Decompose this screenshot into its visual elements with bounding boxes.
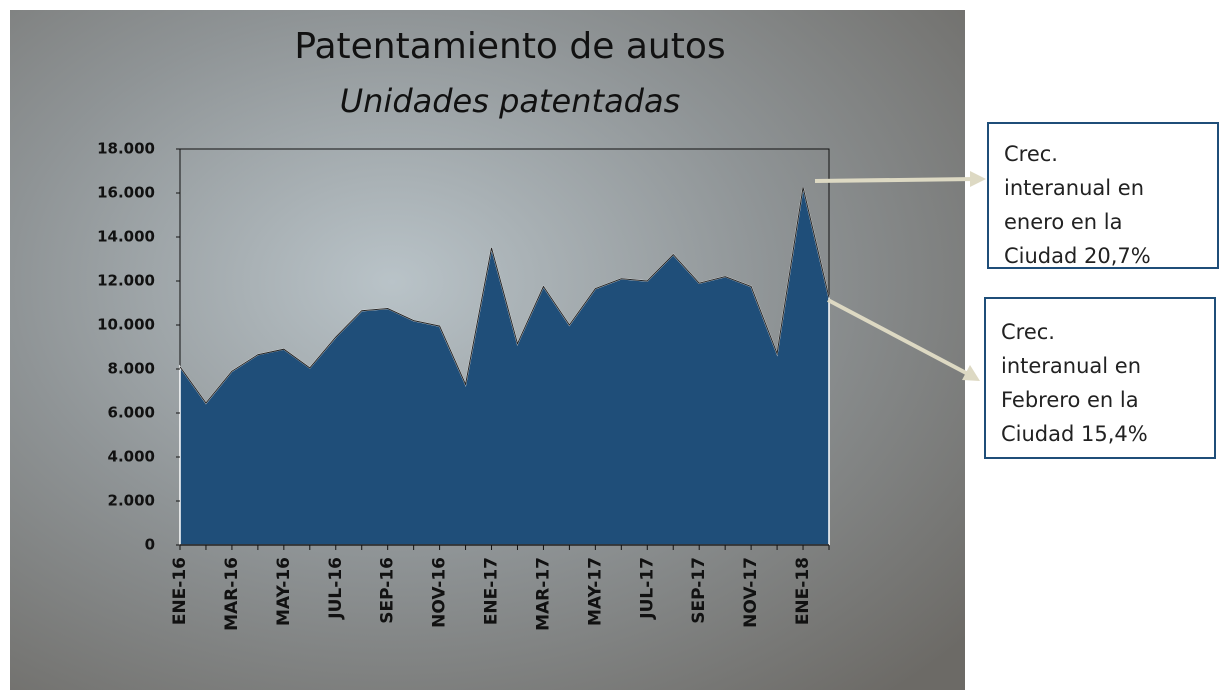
x-tick-label: JUL-16 [326,557,346,620]
x-tick-label: MAR-17 [533,557,553,631]
arrow-head [962,365,980,381]
x-tick-label: JUL-17 [637,557,657,620]
annotation-text: Ciudad 20,7% [1004,244,1151,268]
annotation-text: Crec. [1004,142,1058,166]
y-tick-label: 6.000 [108,404,155,422]
x-tick-label: ENE-18 [793,557,813,625]
arrow [827,298,969,376]
annotation-text: Febrero en la [1001,388,1139,412]
annotation-text: Ciudad 15,4% [1001,422,1148,446]
x-tick-label: NOV-17 [741,557,761,628]
callout-box [984,297,1216,459]
annotation-text: enero en la [1004,210,1122,234]
chart-subtitle: Unidades patentadas [340,82,681,120]
y-tick-label: 10.000 [97,316,155,334]
x-tick-label: SEP-17 [689,557,709,624]
y-tick-label: 18.000 [97,140,155,158]
plot-area: 0 2.000 4.000 6.000 8.000 10.000 12.000 14.000 1… [97,140,830,631]
y-tick-label: 0 [145,536,155,554]
area-outline [179,187,830,404]
x-tick-label: ENE-16 [170,557,190,625]
y-tick-label: 4.000 [108,448,155,466]
arrow-head [970,171,986,187]
x-tick-label: MAY-16 [274,557,294,626]
y-tick-label: 12.000 [97,272,155,290]
x-tick-label: NOV-16 [430,557,450,628]
arrow [814,177,976,183]
y-tick-label: 2.000 [108,492,155,510]
annotation-text: interanual en [1001,354,1141,378]
chart-title: Patentamiento de autos [294,26,725,67]
y-tick-label: 8.000 [108,360,155,378]
annotation-text: interanual en [1004,176,1144,200]
y-tick-label: 16.000 [97,184,155,202]
x-tick-label: ENE-17 [482,557,502,625]
x-tick-label: MAR-16 [222,557,242,631]
y-tick-label: 14.000 [97,228,155,246]
x-tick-label: SEP-16 [378,557,398,624]
callout-box [987,122,1219,269]
annotation-text: Crec. [1001,320,1055,344]
x-tick-label: MAY-17 [585,557,605,626]
